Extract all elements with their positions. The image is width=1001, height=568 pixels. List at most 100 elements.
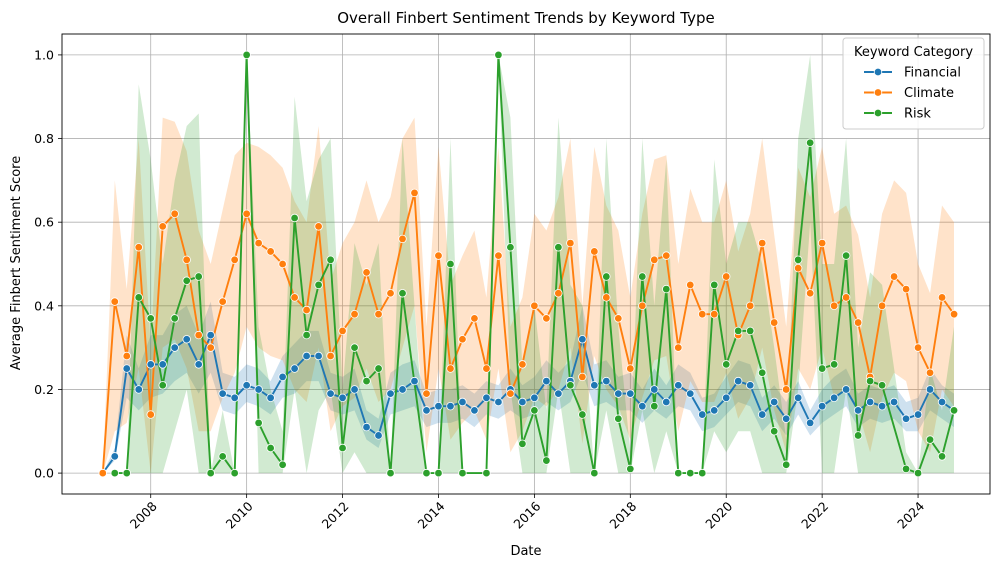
data-point-financial bbox=[590, 381, 599, 390]
data-point-risk bbox=[230, 468, 239, 478]
data-point-financial bbox=[925, 385, 935, 394]
data-point-risk bbox=[386, 468, 395, 478]
data-point-financial bbox=[710, 406, 719, 415]
data-point-risk bbox=[925, 435, 935, 444]
data-point-financial bbox=[110, 452, 119, 461]
data-point-financial bbox=[206, 330, 215, 340]
legend-marker-climate bbox=[873, 88, 883, 97]
data-point-risk bbox=[734, 326, 743, 336]
data-point-financial bbox=[614, 389, 623, 398]
data-point-financial bbox=[686, 389, 695, 398]
data-point-financial bbox=[326, 389, 335, 398]
x-axis-label: Date bbox=[510, 544, 541, 559]
data-point-financial bbox=[578, 335, 587, 344]
data-point-risk bbox=[554, 243, 563, 252]
data-point-risk bbox=[362, 376, 371, 386]
x-tick-label: 2008 bbox=[127, 498, 160, 531]
data-point-climate bbox=[901, 284, 911, 294]
data-point-financial bbox=[865, 397, 875, 407]
data-point-climate bbox=[566, 238, 575, 248]
data-point-risk bbox=[206, 468, 215, 478]
data-point-risk bbox=[458, 468, 467, 478]
data-point-climate bbox=[506, 389, 515, 398]
data-point-climate bbox=[817, 238, 827, 248]
data-point-financial bbox=[386, 389, 395, 398]
data-point-climate bbox=[769, 318, 779, 327]
data-point-climate bbox=[650, 255, 659, 265]
data-point-climate bbox=[793, 263, 803, 273]
data-point-financial bbox=[853, 406, 863, 415]
data-point-risk bbox=[374, 364, 383, 373]
data-point-climate bbox=[518, 360, 527, 369]
data-point-risk bbox=[793, 255, 803, 265]
data-point-risk bbox=[122, 468, 131, 478]
data-point-financial bbox=[218, 389, 227, 398]
data-point-financial bbox=[805, 418, 815, 428]
data-point-risk bbox=[542, 456, 551, 465]
data-point-financial bbox=[901, 414, 911, 423]
confidence-band-risk bbox=[114, 54, 955, 474]
data-point-risk bbox=[769, 427, 779, 436]
data-point-risk bbox=[170, 314, 179, 323]
data-point-climate bbox=[278, 259, 287, 269]
data-point-climate bbox=[686, 280, 695, 290]
data-point-risk bbox=[865, 376, 875, 386]
legend-label-climate: Climate bbox=[904, 86, 954, 101]
data-point-financial bbox=[542, 376, 551, 386]
data-point-risk bbox=[853, 431, 863, 440]
data-point-financial bbox=[482, 393, 491, 403]
y-tick-label: 0.6 bbox=[34, 215, 54, 230]
data-point-financial bbox=[158, 360, 167, 369]
data-point-climate bbox=[194, 330, 203, 340]
data-point-climate bbox=[110, 297, 119, 306]
data-point-financial bbox=[650, 385, 659, 394]
data-point-financial bbox=[302, 351, 311, 361]
data-point-financial bbox=[146, 360, 155, 369]
data-point-risk bbox=[710, 280, 719, 290]
data-point-risk bbox=[194, 272, 203, 281]
data-point-risk bbox=[698, 468, 707, 478]
data-point-climate bbox=[482, 364, 491, 373]
data-point-financial bbox=[194, 360, 203, 369]
data-point-financial bbox=[554, 389, 563, 398]
data-point-financial bbox=[877, 401, 887, 411]
data-point-climate bbox=[889, 272, 899, 281]
confidence-bands bbox=[102, 54, 955, 474]
chart-title: Overall Finbert Sentiment Trends by Keyw… bbox=[337, 9, 715, 27]
y-tick-label: 0.8 bbox=[34, 131, 54, 146]
data-point-financial bbox=[937, 397, 947, 407]
data-point-financial bbox=[362, 422, 371, 432]
data-point-climate bbox=[662, 251, 671, 260]
data-point-climate bbox=[805, 289, 815, 298]
data-point-climate bbox=[757, 238, 767, 248]
data-point-risk bbox=[182, 276, 191, 285]
x-tick-label: 2020 bbox=[702, 498, 735, 531]
legend-label-risk: Risk bbox=[904, 107, 931, 122]
data-point-financial bbox=[698, 410, 707, 419]
data-point-climate bbox=[614, 314, 623, 323]
data-point-risk bbox=[817, 364, 827, 373]
data-point-risk bbox=[482, 468, 491, 478]
data-point-risk bbox=[566, 381, 575, 390]
data-point-climate bbox=[182, 255, 191, 265]
data-point-climate bbox=[913, 343, 923, 352]
confidence-band-climate bbox=[102, 117, 955, 474]
data-point-financial bbox=[134, 385, 143, 394]
data-point-climate bbox=[458, 335, 467, 344]
data-point-risk bbox=[506, 243, 515, 252]
data-point-risk bbox=[913, 468, 923, 478]
data-point-financial bbox=[314, 351, 323, 361]
data-point-financial bbox=[338, 393, 347, 403]
data-point-risk bbox=[674, 468, 683, 478]
data-point-climate bbox=[877, 301, 887, 311]
data-point-financial bbox=[470, 406, 479, 415]
data-point-climate bbox=[722, 272, 731, 281]
data-point-risk bbox=[326, 255, 335, 265]
data-point-climate bbox=[422, 389, 431, 398]
data-point-financial bbox=[242, 381, 251, 390]
legend-marker-financial bbox=[873, 67, 883, 77]
data-point-climate bbox=[218, 297, 227, 306]
legend-marker-risk bbox=[873, 108, 883, 118]
y-tick-label: 0.2 bbox=[34, 382, 54, 397]
data-point-climate bbox=[146, 410, 155, 419]
